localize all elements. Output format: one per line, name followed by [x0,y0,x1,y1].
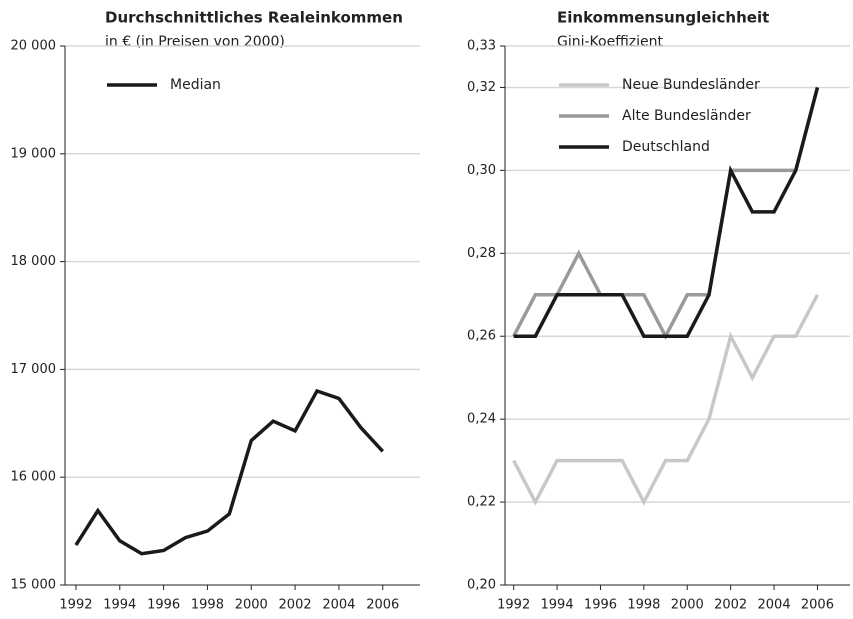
chart-subtitle: in € (in Preisen von 2000) [105,34,285,50]
chart-subtitle: Gini-Koeffizient [557,34,663,50]
y-tick-label: 15 000 [11,578,57,593]
series-line [512,293,820,506]
x-tick-label: 1998 [191,598,224,613]
y-tick-label: 20 000 [11,39,57,54]
y-tick-label: 19 000 [11,146,57,161]
legend-label: Deutschland [622,139,710,155]
series-line [513,87,820,338]
x-tick-label: 2006 [366,598,399,613]
y-tick-label: 18 000 [11,254,57,269]
y-tick-label: 0,32 [467,80,496,95]
chart-title: Durchschnittliches Realeinkommen [105,9,403,27]
y-tick-label: 17 000 [11,362,57,377]
y-tick-label: 0,33 [467,39,496,54]
x-tick-label: 2000 [671,598,704,613]
x-tick-label: 1998 [627,598,660,613]
legend-label: Median [170,77,221,93]
y-tick-label: 0,20 [467,578,496,593]
y-tick-label: 0,22 [467,495,496,510]
x-tick-label: 1994 [103,598,136,613]
y-tick-label: 0,28 [467,246,496,261]
chart-title: Einkommensungleichheit [557,9,769,27]
x-tick-label: 1994 [541,598,574,613]
x-tick-label: 2002 [279,598,312,613]
legend-label: Alte Bundesländer [622,108,751,124]
x-tick-label: 1992 [497,598,530,613]
x-tick-label: 1996 [584,598,617,613]
y-tick-label: 16 000 [11,470,57,485]
y-tick-label: 0,30 [467,163,496,178]
legend-label: Neue Bundesländer [622,77,760,93]
x-tick-label: 2000 [235,598,268,613]
y-tick-label: 0,26 [467,329,496,344]
y-tick-label: 0,24 [467,412,496,427]
x-tick-label: 2006 [801,598,834,613]
x-tick-label: 1996 [147,598,180,613]
x-tick-label: 2002 [714,598,747,613]
series-line [74,388,385,556]
x-tick-label: 1992 [59,598,92,613]
x-tick-label: 2004 [758,598,791,613]
x-tick-label: 2004 [322,598,355,613]
